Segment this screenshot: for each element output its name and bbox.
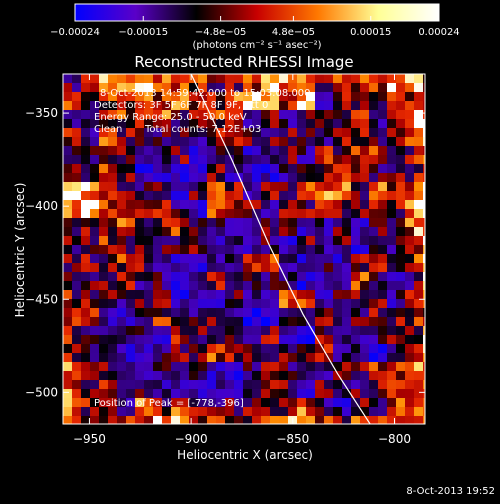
plot-frame: [62, 73, 426, 425]
annotation-time-range: 8-Oct-2013 14:59:42.000 to 15:03:08.000: [100, 88, 311, 99]
y-tick-label: −500: [25, 385, 58, 399]
solar-limb-line: [190, 74, 371, 424]
x-tick-label: −950: [73, 432, 106, 446]
y-tick-label: −450: [25, 292, 58, 306]
annotation-peak: Position of Peak = [-778,-396]: [94, 398, 244, 409]
annotation-method: Clean: [94, 124, 122, 135]
colorbar-tick-label: 0.00015: [350, 27, 391, 38]
colorbar-tick-label: 4.8e−05: [272, 27, 315, 38]
colorbar-unit-label: (photons cm⁻² s⁻¹ asec⁻²): [192, 40, 321, 51]
x-tick-label: −850: [276, 432, 309, 446]
colorbar-tick-label: −0.00024: [50, 27, 100, 38]
y-tick-label: −350: [25, 106, 58, 120]
y-axis-label: Heliocentric Y (arcsec): [13, 183, 27, 318]
x-axis-label: Heliocentric X (arcsec): [177, 448, 313, 462]
colorbar-tick-label: −0.00015: [118, 27, 168, 38]
colorbar-tick-label: 0.00024: [418, 27, 459, 38]
chart-title: Reconstructed RHESSI Image: [134, 53, 353, 71]
timestamp: 8-Oct-2013 19:52: [406, 486, 495, 497]
y-tick-label: −400: [25, 199, 58, 213]
x-tick-label: −900: [175, 432, 208, 446]
annotation-detectors: Detectors: 3F 5F 6F 7F 8F 9F, Att 0: [94, 100, 268, 111]
image-pixels: [63, 74, 425, 424]
colorbar-tick-label: −4.8e−05: [195, 27, 247, 38]
annotation-counts: Total counts: 7.12E+03: [144, 124, 261, 135]
annotation-energy: Energy Range: 25.0 - 50.0 keV: [94, 112, 247, 123]
colorbar: [74, 3, 440, 22]
x-tick-label: −800: [378, 432, 411, 446]
